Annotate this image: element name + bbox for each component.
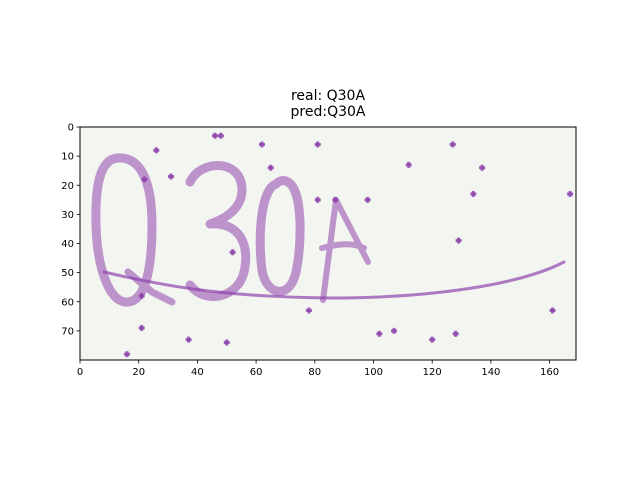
y-tick-label: 40: [61, 239, 74, 250]
character-q: [91, 153, 157, 307]
noise-dot: [549, 307, 556, 314]
noise-dot: [567, 190, 574, 197]
noise-dot: [455, 237, 462, 244]
noise-dot: [153, 147, 160, 154]
y-axis: 0 10 20 30 40 50 60 70: [61, 123, 80, 337]
noise-dot: [138, 292, 145, 299]
noise-dot: [376, 330, 383, 337]
plot-area: 0 20 40 60 80 100 120 140 160 0 10 20 30 40 50 60 70: [61, 123, 577, 378]
chart-title-line-1: real: Q30A: [291, 88, 366, 104]
y-tick-label: 60: [61, 297, 74, 308]
noise-dot: [167, 173, 174, 180]
x-tick-label: 140: [481, 367, 500, 378]
noise-dot: [470, 190, 477, 197]
x-tick-label: 160: [540, 367, 559, 378]
noise-dot: [267, 164, 274, 171]
noise-dot: [405, 161, 412, 168]
noise-dot: [217, 132, 224, 139]
y-tick-label: 50: [61, 268, 74, 279]
noise-dot: [305, 307, 312, 314]
character-0: [255, 176, 305, 296]
noise-dot: [391, 327, 398, 334]
noise-dot: [141, 176, 148, 183]
x-tick-label: 0: [77, 367, 83, 378]
noise-dot: [449, 141, 456, 148]
noise-dot: [138, 324, 145, 331]
noise-dot: [185, 336, 192, 343]
noise-dot: [123, 351, 130, 358]
noise-dot: [332, 196, 339, 203]
noise-dot: [258, 141, 265, 148]
noise-dot: [314, 141, 321, 148]
y-tick-label: 20: [61, 181, 74, 192]
noise-dots: [123, 132, 574, 358]
y-tick-label: 30: [61, 210, 74, 221]
x-tick-label: 80: [308, 367, 321, 378]
y-tick-label: 0: [68, 123, 74, 134]
plot-frame: [79, 126, 577, 361]
x-tick-label: 20: [132, 367, 145, 378]
noise-dot: [223, 339, 230, 346]
noise-dot: [229, 249, 236, 256]
captcha-characters: [91, 153, 371, 307]
noise-dot: [314, 196, 321, 203]
noise-line: [102, 260, 566, 300]
y-tick-label: 10: [61, 152, 74, 163]
chart-title-line-2: pred:Q30A: [291, 104, 366, 120]
x-tick-label: 120: [423, 367, 442, 378]
noise-dot: [212, 132, 219, 139]
y-tick-label: 70: [61, 326, 74, 337]
noise-dot: [452, 330, 459, 337]
noise-dot: [429, 336, 436, 343]
x-axis: 0 20 40 60 80 100 120 140 160: [77, 360, 559, 378]
x-tick-label: 100: [364, 367, 383, 378]
x-tick-label: 40: [191, 367, 204, 378]
noise-dot: [364, 196, 371, 203]
noise-dot: [479, 164, 486, 171]
character-3: [185, 161, 251, 302]
x-tick-label: 60: [250, 367, 263, 378]
